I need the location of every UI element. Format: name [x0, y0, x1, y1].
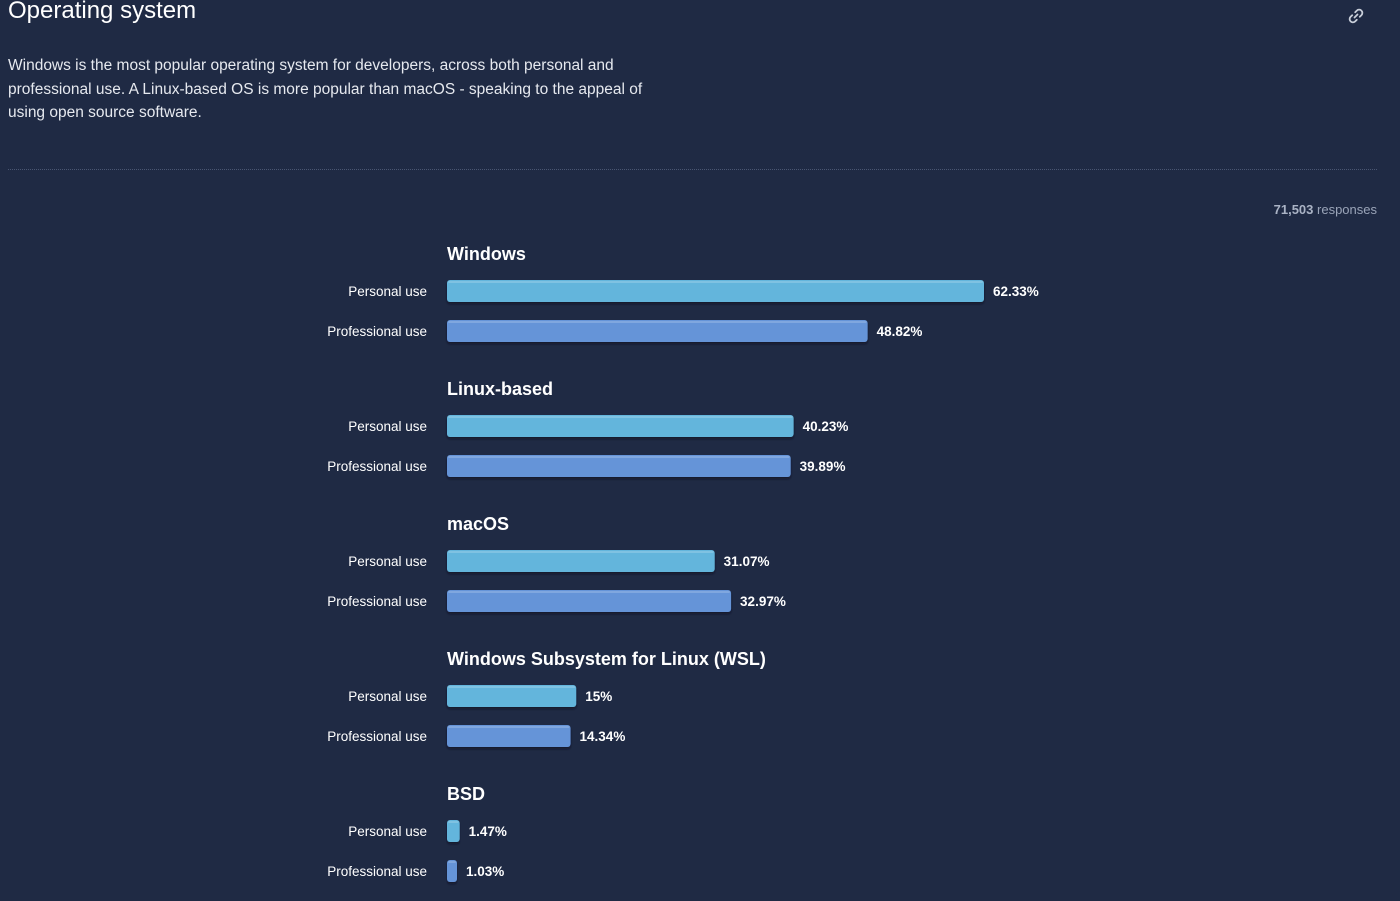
bar-highlight [448, 591, 731, 593]
group-title: Windows [447, 244, 526, 264]
bar-group: BSD Personal use 1.47% Professional use 1.03… [327, 784, 507, 882]
bar-highlight [448, 821, 459, 823]
row-label: Professional use [327, 729, 427, 744]
row-label: Personal use [348, 284, 427, 299]
page-description: Windows is the most popular operating sy… [8, 57, 643, 121]
bar-professional [447, 320, 868, 342]
value-label: 1.47% [469, 824, 507, 839]
bar-highlight [448, 726, 570, 728]
group-title: BSD [447, 784, 485, 804]
row-label: Professional use [327, 324, 427, 339]
group-title: Windows Subsystem for Linux (WSL) [447, 649, 766, 669]
row-label: Personal use [348, 554, 427, 569]
bar-professional [447, 455, 791, 477]
value-label: 62.33% [993, 284, 1039, 299]
bar-highlight [448, 281, 983, 283]
value-label: 14.34% [580, 729, 626, 744]
group-title: Linux-based [447, 379, 553, 399]
bar-personal [447, 415, 794, 437]
bar-personal [447, 550, 715, 572]
row-label: Professional use [327, 864, 427, 879]
link-icon[interactable] [1346, 6, 1366, 26]
value-label: 48.82% [877, 324, 923, 339]
bar-highlight [448, 416, 793, 418]
row-label: Personal use [348, 824, 427, 839]
section-divider [8, 169, 1377, 170]
value-label: 40.23% [803, 419, 849, 434]
bar-group: Windows Personal use 62.33% Professional us… [327, 244, 1039, 342]
responses-count: 71,503 responses [1274, 202, 1377, 217]
bar-group: Windows Subsystem for Linux (WSL) Persona… [327, 649, 766, 747]
bar-highlight [448, 456, 790, 458]
row-label: Professional use [327, 459, 427, 474]
bar-group: macOS Personal use 31.07% Professional use 3… [327, 514, 786, 612]
bar-professional [447, 860, 457, 882]
value-label: 32.97% [740, 594, 786, 609]
bar-professional [447, 725, 571, 747]
responses-label: responses [1317, 202, 1377, 217]
bar-highlight [448, 861, 456, 863]
bar-personal [447, 280, 984, 302]
value-label: 31.07% [724, 554, 770, 569]
group-title: macOS [447, 514, 509, 534]
page-title: Operating system [8, 0, 197, 24]
bar-group: Linux-based Personal use 40.23% Professiona… [327, 379, 848, 477]
bar-personal [447, 685, 577, 707]
row-label: Personal use [348, 419, 427, 434]
row-label: Professional use [327, 594, 427, 609]
bar-personal [447, 820, 460, 842]
bar-highlight [448, 686, 576, 688]
value-label: 15% [585, 689, 612, 704]
bar-professional [447, 590, 732, 612]
bar-highlight [448, 551, 714, 553]
responses-number: 71,503 [1273, 202, 1314, 217]
value-label: 1.03% [466, 864, 504, 879]
bar-highlight [448, 321, 867, 323]
value-label: 39.89% [800, 459, 846, 474]
row-label: Personal use [348, 689, 427, 704]
